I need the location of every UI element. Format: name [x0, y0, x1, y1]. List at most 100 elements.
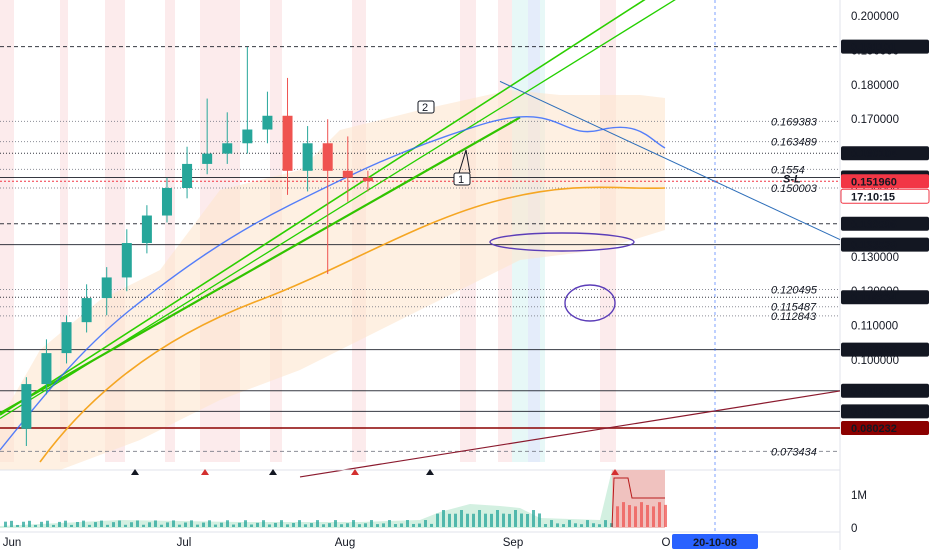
volume-bar: [520, 513, 523, 527]
ma-blue: [0, 115, 666, 451]
volume-bar: [28, 520, 31, 527]
countdown-label: 17:10:15: [851, 191, 895, 203]
candle-body: [362, 177, 373, 182]
volume-bar: [316, 520, 319, 527]
volume-bar: [58, 521, 61, 527]
trend-line-main: [0, 116, 521, 415]
level-label: 0.133539: [851, 240, 897, 252]
cursor-date-box: [672, 534, 758, 549]
volume-bar: [658, 502, 661, 527]
candle-body: [61, 322, 72, 354]
volume-bar: [508, 513, 511, 527]
volume-bar: [346, 523, 349, 527]
volume-bar: [196, 524, 199, 527]
cursor-date-label: 20-10-08: [693, 537, 737, 549]
volume-area-red: [612, 470, 665, 528]
volume-bar: [100, 520, 103, 527]
level-label: 0.080232: [851, 423, 897, 435]
volume-bar: [154, 520, 157, 527]
annotation-ellipse: [489, 232, 635, 252]
volume-tick-label: 1M: [851, 490, 867, 502]
candle-body: [161, 188, 172, 216]
volume-bar: [304, 524, 307, 527]
level-label: 0.073434: [771, 446, 817, 458]
signal-marker: [269, 469, 277, 475]
level-label-box: [841, 237, 929, 252]
volume-bar: [562, 524, 565, 527]
volume-bar: [94, 522, 97, 527]
volume-bar: [142, 524, 145, 527]
annotation-label-2: 2: [422, 102, 428, 114]
candle-body: [141, 215, 152, 244]
volume-bar: [82, 520, 85, 527]
session-band: [0, 0, 14, 462]
volume-bar: [538, 513, 541, 527]
volume-bar: [322, 524, 325, 527]
volume-bar: [4, 521, 7, 527]
signal-marker: [611, 469, 619, 475]
candle-body: [342, 170, 353, 178]
candle-body: [182, 163, 193, 188]
volume-bar: [514, 510, 517, 527]
level-label: 0.103028: [851, 345, 897, 357]
candle-body: [202, 153, 213, 164]
volume-bar: [634, 506, 637, 527]
volume-bar: [604, 520, 607, 527]
volume-bar: [448, 513, 451, 527]
level-label: 0.115487: [771, 302, 817, 314]
annotation-arrow: [458, 149, 471, 174]
volume-bar: [286, 524, 289, 527]
level-label-box: [841, 421, 929, 436]
volume-bar: [226, 520, 229, 527]
y-tick-label: 0.200000: [851, 11, 899, 23]
volume-bar: [628, 505, 631, 527]
volume-bar: [454, 513, 457, 527]
level-label-box: [841, 290, 929, 305]
volume-bar: [598, 524, 601, 527]
volume-bar: [340, 524, 343, 527]
volume-bar: [592, 523, 595, 527]
volume-bar: [280, 520, 283, 527]
volume-tick-label: 0: [851, 523, 857, 535]
annotation-box-2: [417, 100, 435, 114]
y-tick-label: 0.100000: [851, 355, 899, 367]
volume-bar: [64, 520, 67, 527]
volume-bar: [412, 523, 415, 527]
trend-line-upper-2: [0, 0, 646, 416]
volume-bar: [208, 520, 211, 527]
volume-bar: [40, 521, 43, 527]
volatility-cloud: [0, 90, 665, 470]
volume-bar: [382, 523, 385, 527]
candle-body: [21, 384, 32, 429]
volume-bar: [16, 524, 19, 527]
volume-bar: [652, 506, 655, 527]
level-label-box: [841, 39, 929, 54]
volume-bar: [10, 520, 13, 527]
level-label-box: [841, 146, 929, 161]
volume-bar: [376, 524, 379, 527]
volume-bar: [436, 513, 439, 527]
current-price-box: [841, 174, 929, 189]
volume-bar: [220, 522, 223, 527]
volume-bar: [568, 520, 571, 527]
trend-line-support: [299, 390, 841, 478]
annotation-label-1: 1: [458, 174, 464, 186]
volume-bar: [244, 520, 247, 527]
level-label-box: [841, 383, 929, 398]
level-label: 0.163489: [771, 137, 817, 149]
volume-bar: [232, 524, 235, 527]
x-tick-label: O: [662, 537, 671, 549]
volume-bar: [238, 522, 241, 527]
volume-bar: [364, 523, 367, 527]
volume-bar: [610, 523, 613, 527]
volume-bar: [388, 520, 391, 527]
candle-body: [101, 277, 112, 299]
annotation-box-1: [453, 172, 471, 186]
volume-bar: [478, 510, 481, 527]
volume-bar: [328, 523, 331, 527]
volume-bar: [106, 524, 109, 527]
volume-bar: [580, 524, 583, 527]
level-label: 0.139598: [851, 219, 897, 231]
